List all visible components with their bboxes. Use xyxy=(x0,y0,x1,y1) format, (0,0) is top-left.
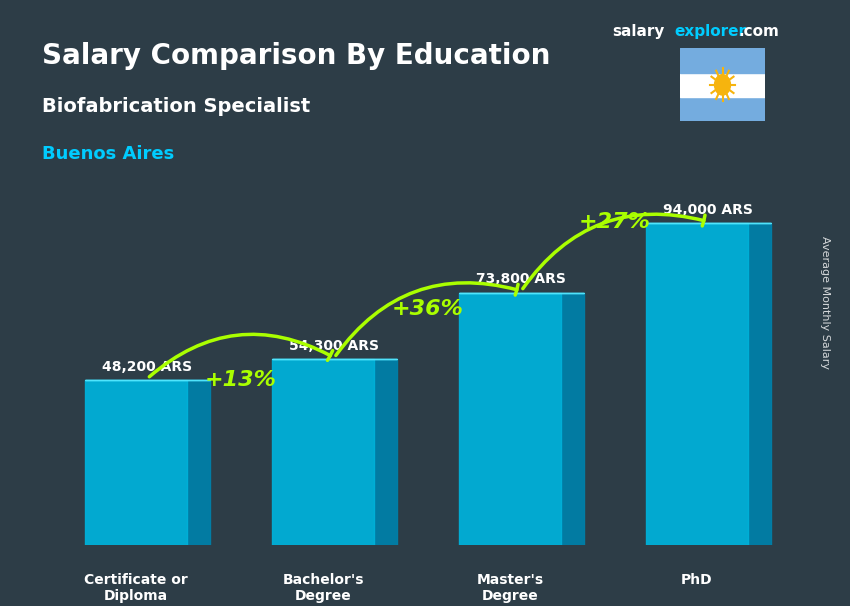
Polygon shape xyxy=(646,224,748,545)
Text: +36%: +36% xyxy=(392,299,463,319)
Text: Biofabrication Specialist: Biofabrication Specialist xyxy=(42,97,311,116)
Polygon shape xyxy=(680,97,765,121)
Text: explorer: explorer xyxy=(674,24,746,39)
Polygon shape xyxy=(187,381,210,545)
Polygon shape xyxy=(84,381,187,545)
Polygon shape xyxy=(680,48,765,73)
Polygon shape xyxy=(374,359,397,545)
Text: Buenos Aires: Buenos Aires xyxy=(42,145,175,164)
Text: 94,000 ARS: 94,000 ARS xyxy=(663,203,753,218)
Text: Master's
Degree: Master's Degree xyxy=(477,573,543,603)
Text: 54,300 ARS: 54,300 ARS xyxy=(289,339,379,353)
Text: +13%: +13% xyxy=(205,370,276,390)
Text: 73,800 ARS: 73,800 ARS xyxy=(476,273,566,287)
Polygon shape xyxy=(271,359,374,545)
Text: .com: .com xyxy=(739,24,779,39)
Text: 48,200 ARS: 48,200 ARS xyxy=(102,360,192,374)
Text: Average Monthly Salary: Average Monthly Salary xyxy=(819,236,830,370)
Polygon shape xyxy=(459,293,561,545)
Circle shape xyxy=(715,75,730,95)
Polygon shape xyxy=(748,224,771,545)
Polygon shape xyxy=(680,73,765,97)
Text: salary: salary xyxy=(612,24,665,39)
Text: Salary Comparison By Education: Salary Comparison By Education xyxy=(42,42,551,70)
Text: Certificate or
Diploma: Certificate or Diploma xyxy=(84,573,188,603)
Text: PhD: PhD xyxy=(681,573,713,587)
Polygon shape xyxy=(561,293,584,545)
Text: Bachelor's
Degree: Bachelor's Degree xyxy=(282,573,364,603)
Text: +27%: +27% xyxy=(579,212,650,233)
